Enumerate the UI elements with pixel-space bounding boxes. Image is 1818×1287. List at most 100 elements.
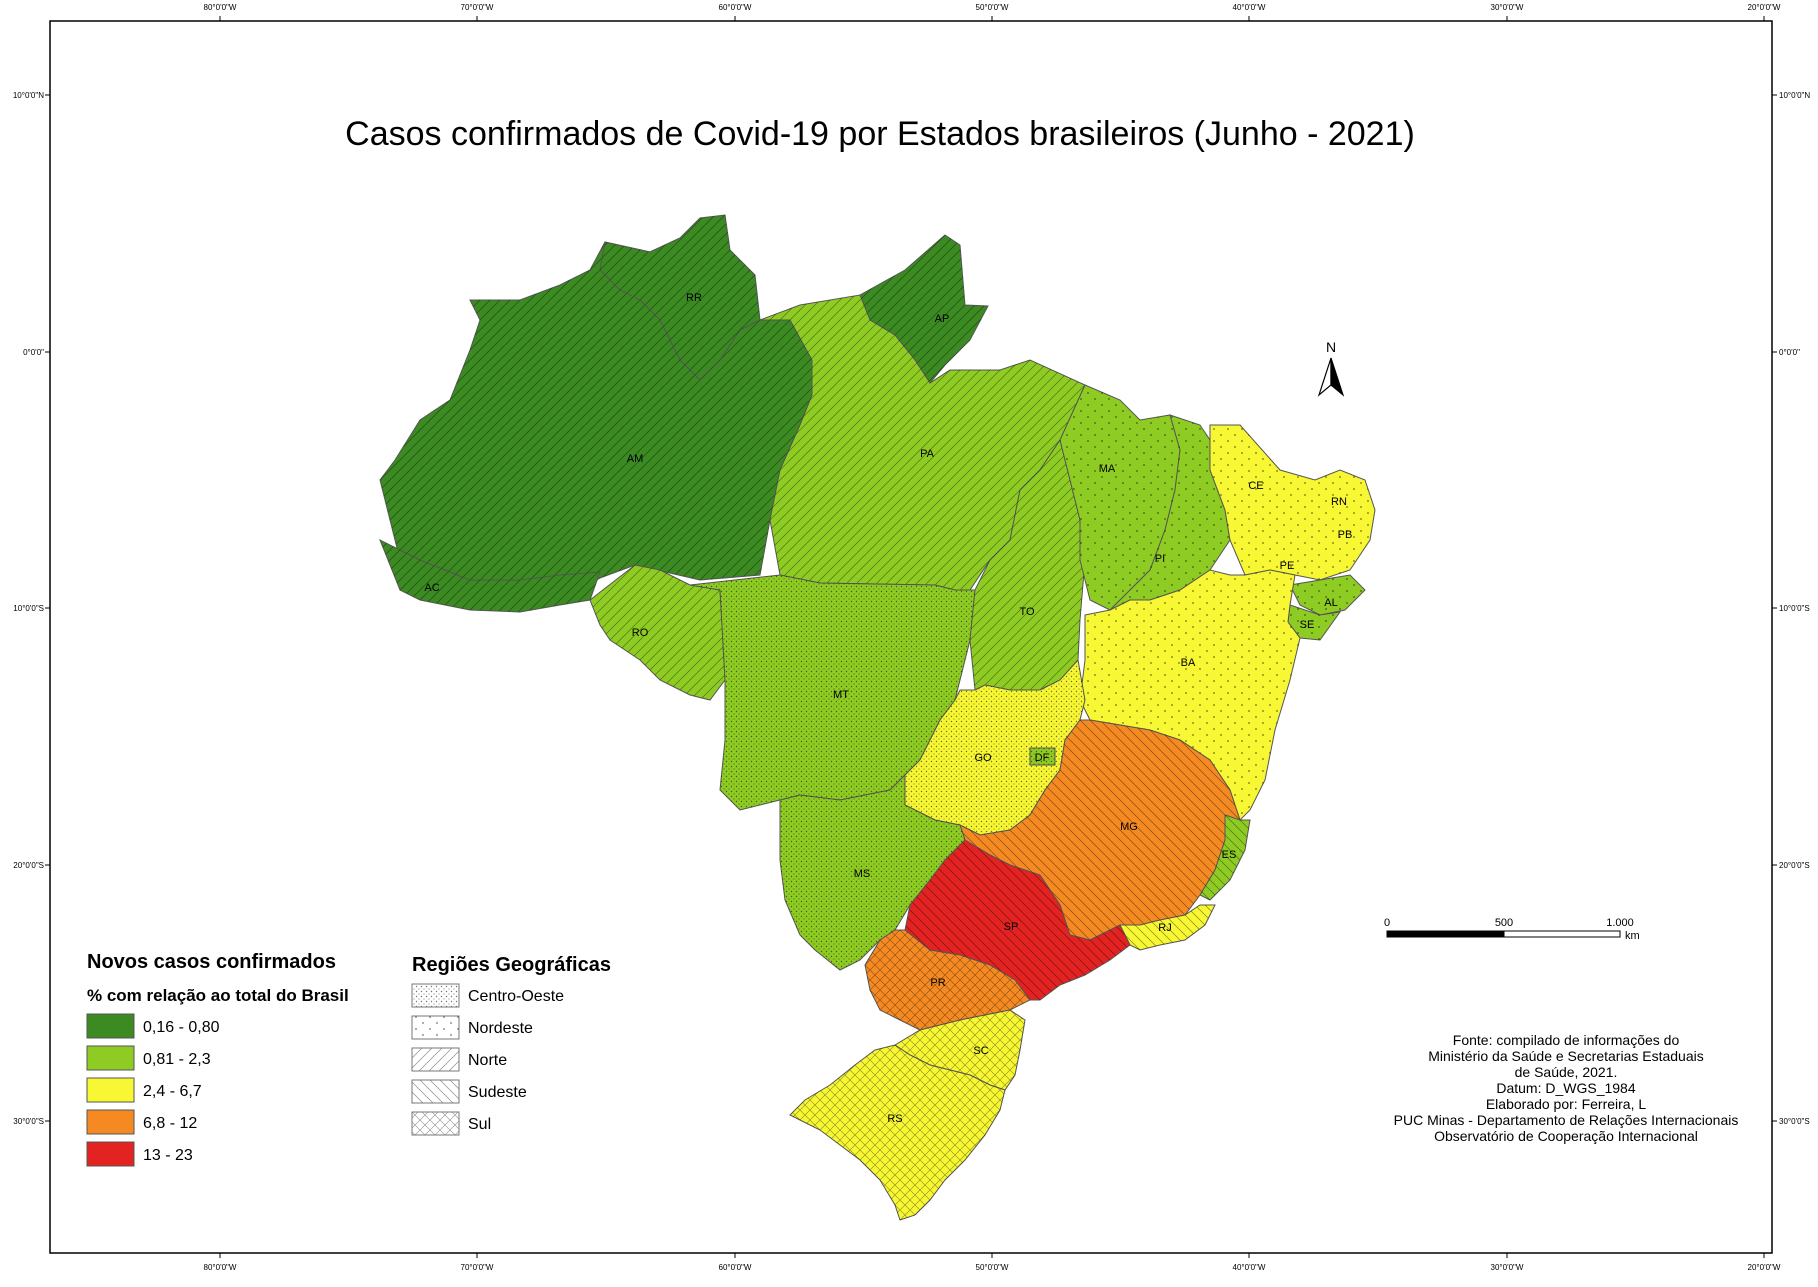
label-to: TO xyxy=(1019,606,1035,618)
lon-tick-label-bottom: 20°0'0"W xyxy=(1748,1263,1781,1272)
longitude-ticks-top: 80°0'0"W 70°0'0"W 60°0'0"W 50°0'0"W 40°0'0"W… xyxy=(204,3,1781,21)
state-rs[interactable] xyxy=(789,1044,1006,1221)
scale-label-1000: 1.000 xyxy=(1606,917,1634,929)
lat-tick-label-left: 30°0'0"S xyxy=(13,1117,44,1126)
brazil-states xyxy=(379,214,1376,1221)
label-pi: PI xyxy=(1155,553,1165,565)
label-ba: BA xyxy=(1181,657,1196,669)
label-ce: CE xyxy=(1248,480,1263,492)
state-es[interactable] xyxy=(1199,814,1251,901)
state-rr[interactable] xyxy=(599,214,761,381)
state-ba[interactable] xyxy=(1079,569,1301,821)
legend-cases: Novos casos confirmados % com relação ao… xyxy=(86,951,349,1167)
legend-class-label: 0,81 - 2,3 xyxy=(143,1051,211,1068)
lat-tick-label-right: 30°0'0"S xyxy=(1779,1117,1810,1126)
region-swatch-pattern xyxy=(411,983,460,1008)
latitude-ticks-left: 10°0'0"N 0°0'0" 10°0'0"S 20°0'0"S 30°0'0"S xyxy=(13,91,50,1126)
legend-class-label: 2,4 - 6,7 xyxy=(143,1083,202,1100)
region-label: Centro-Oeste xyxy=(468,988,564,1005)
region-label: Sudeste xyxy=(468,1084,527,1101)
state-ro[interactable] xyxy=(589,564,726,701)
source-credits: Fonte: compilado de informações doMinist… xyxy=(1394,1032,1739,1144)
lon-tick-label-bottom: 70°0'0"W xyxy=(461,1263,494,1272)
label-rn: RN xyxy=(1331,496,1347,508)
lat-tick-label-left: 10°0'0"N xyxy=(13,91,44,100)
lon-tick-label-bottom: 30°0'0"W xyxy=(1491,1263,1524,1272)
region-swatch-pattern xyxy=(411,1111,460,1136)
region-label: Sul xyxy=(468,1116,491,1133)
label-pb: PB xyxy=(1338,529,1353,541)
state-ma[interactable] xyxy=(1059,384,1181,611)
region-swatch-pattern xyxy=(411,1047,460,1072)
label-se: SE xyxy=(1300,619,1315,631)
lat-tick-label-left: 20°0'0"S xyxy=(13,861,44,870)
label-rj: RJ xyxy=(1158,922,1171,934)
region-label: Nordeste xyxy=(468,1020,533,1037)
lon-tick-label-top: 20°0'0"W xyxy=(1748,3,1781,12)
legend-class-swatch xyxy=(86,1013,135,1039)
legend-class-swatch xyxy=(86,1045,135,1071)
state-sp[interactable] xyxy=(904,839,1131,1001)
region-swatch-pattern xyxy=(411,1015,460,1040)
lon-tick-label-bottom: 60°0'0"W xyxy=(719,1263,752,1272)
scale-unit: km xyxy=(1625,930,1640,942)
scale-bar: 0 500 1.000 km xyxy=(1384,917,1640,942)
label-pr: PR xyxy=(930,977,945,989)
state-sc[interactable] xyxy=(894,1009,1026,1091)
source-line: Fonte: compilado de informações do xyxy=(1453,1032,1680,1048)
label-mg: MG xyxy=(1120,821,1138,833)
source-line: Datum: D_WGS_1984 xyxy=(1496,1080,1635,1096)
legend-regions: Regiões Geográficas Centro-Oeste Nordeste… xyxy=(411,954,611,1136)
legend-class-label: 13 - 23 xyxy=(143,1147,193,1164)
north-label: N xyxy=(1326,339,1336,355)
state-pa[interactable] xyxy=(759,294,1086,591)
legend-cases-subtitle: % com relação ao total do Brasil xyxy=(87,986,349,1005)
label-sp: SP xyxy=(1004,921,1019,933)
lat-tick-label-left: 0°0'0" xyxy=(23,348,44,357)
state-rj[interactable] xyxy=(1119,904,1216,951)
legend-class-label: 6,8 - 12 xyxy=(143,1115,197,1132)
state-go[interactable] xyxy=(904,658,1086,836)
source-line: Observatório de Cooperação Internacional xyxy=(1434,1128,1698,1144)
source-line: Elaborado por: Ferreira, L xyxy=(1486,1096,1647,1112)
latitude-ticks-right: 10°0'0"N 0°0'0" 10°0'0"S 20°0'0"S 30°0'0"S xyxy=(1772,91,1810,1126)
lon-tick-label-bottom: 40°0'0"W xyxy=(1233,1263,1266,1272)
source-line: PUC Minas - Departamento de Relações Int… xyxy=(1394,1112,1739,1128)
label-ac: AC xyxy=(424,582,439,594)
lon-tick-label-bottom: 50°0'0"W xyxy=(976,1263,1009,1272)
legend-class-swatch xyxy=(86,1141,135,1167)
north-arrow: N xyxy=(1317,339,1345,397)
north-arrow-right-icon xyxy=(1330,357,1345,397)
lat-tick-label-right: 10°0'0"N xyxy=(1779,91,1810,100)
legend-class-swatch xyxy=(86,1077,135,1103)
label-al: AL xyxy=(1324,597,1337,609)
state-ce[interactable] xyxy=(1209,424,1376,581)
longitude-ticks-bottom: 80°0'0"W 70°0'0"W 60°0'0"W 50°0'0"W 40°0'0"W… xyxy=(204,1253,1781,1272)
lon-tick-label-top: 70°0'0"W xyxy=(461,3,494,12)
lat-tick-label-right: 20°0'0"S xyxy=(1779,861,1810,870)
source-line: Ministério da Saúde e Secretarias Estadu… xyxy=(1428,1048,1703,1064)
state-mt[interactable] xyxy=(689,574,976,811)
scale-label-0: 0 xyxy=(1384,917,1390,929)
state-al[interactable] xyxy=(1289,574,1366,616)
label-am: AM xyxy=(627,453,644,465)
label-pe: PE xyxy=(1280,560,1295,572)
lon-tick-label-top: 60°0'0"W xyxy=(719,3,752,12)
source-line: de Saúde, 2021. xyxy=(1515,1064,1618,1080)
lon-tick-label-top: 80°0'0"W xyxy=(204,3,237,12)
state-pr[interactable] xyxy=(864,929,1031,1031)
label-mt: MT xyxy=(833,689,849,701)
lat-tick-label-right: 0°0'0" xyxy=(1779,348,1800,357)
state-df[interactable] xyxy=(1029,747,1056,766)
label-go: GO xyxy=(974,752,992,764)
lon-tick-label-top: 30°0'0"W xyxy=(1491,3,1524,12)
lon-tick-label-top: 50°0'0"W xyxy=(976,3,1009,12)
label-es: ES xyxy=(1222,849,1237,861)
label-sc: SC xyxy=(973,1045,988,1057)
legend-class-label: 0,16 - 0,80 xyxy=(143,1019,220,1036)
label-pa: PA xyxy=(920,448,935,460)
label-rs: RS xyxy=(887,1113,902,1125)
scale-label-500: 500 xyxy=(1495,917,1513,929)
lat-tick-label-left: 10°0'0"S xyxy=(13,604,44,613)
